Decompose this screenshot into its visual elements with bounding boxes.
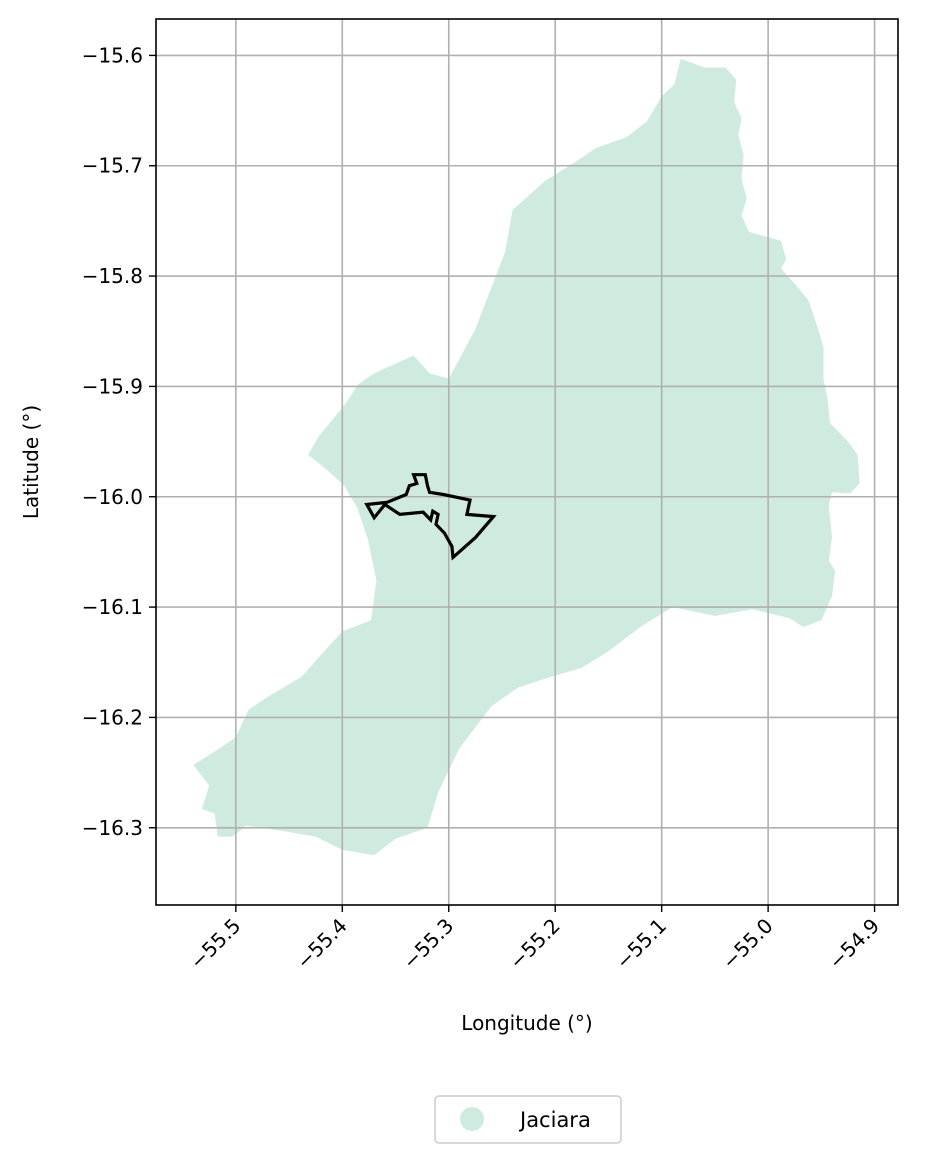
legend-label: Jaciara	[518, 1108, 591, 1132]
y-tick-label: −15.8	[82, 264, 143, 288]
x-axis-label: Longitude (°)	[461, 1011, 592, 1035]
y-tick-label: −15.9	[82, 374, 143, 398]
x-axis-ticks: −55.5 −55.4 −55.3 −55.2 −55.1 −55.0 −54.9	[185, 905, 884, 974]
region-jaciara	[193, 58, 860, 856]
x-tick-label: −55.5	[185, 914, 245, 974]
y-tick-label: −16.1	[82, 595, 143, 619]
y-tick-label: −16.3	[82, 816, 143, 840]
x-tick-label: −55.4	[292, 914, 352, 974]
outline-polygon	[364, 473, 497, 561]
legend-box	[434, 1095, 622, 1144]
plot-frame	[155, 18, 899, 906]
x-tick-label: −54.9	[824, 914, 884, 974]
x-tick-label: −55.3	[398, 914, 458, 974]
legend: Jaciara	[434, 1095, 622, 1144]
y-axis-label: Latitude (°)	[19, 405, 43, 519]
x-tick-label: −55.1	[611, 914, 671, 974]
x-tick-label: −55.0	[717, 914, 777, 974]
y-tick-label: −16.2	[82, 705, 143, 729]
x-tick-label: −55.2	[504, 914, 564, 974]
outline-layer	[364, 473, 497, 561]
y-tick-label: −15.7	[82, 154, 143, 178]
y-axis-ticks: −15.6 −15.7 −15.8 −15.9 −16.0 −16.1 −16.2 −16.3	[82, 43, 156, 840]
legend-marker	[460, 1107, 484, 1131]
y-tick-label: −16.0	[82, 485, 143, 509]
grid-lines	[156, 19, 898, 905]
region-layer	[193, 58, 860, 856]
y-tick-label: −15.6	[82, 43, 143, 67]
